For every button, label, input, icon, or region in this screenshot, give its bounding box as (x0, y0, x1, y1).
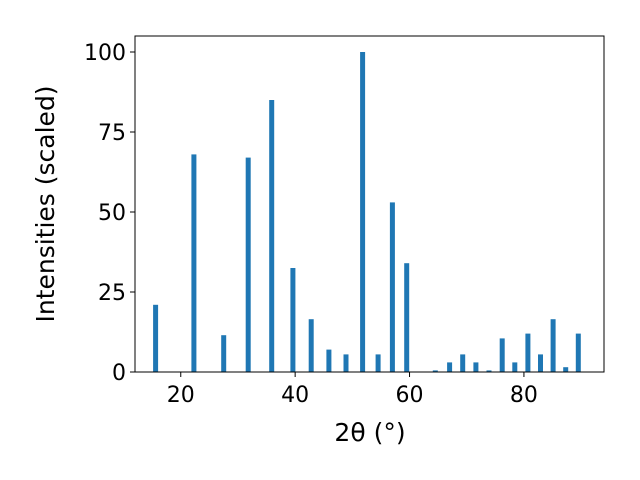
bar (460, 354, 466, 372)
bar (290, 268, 296, 372)
bar (486, 370, 492, 372)
bar (550, 319, 556, 372)
y-axis-label: Intensities (scaled) (31, 85, 60, 322)
plot-area-frame (134, 35, 605, 373)
bar (360, 52, 366, 372)
bar (404, 263, 410, 372)
y-tick-label: 25 (98, 281, 126, 306)
bar (499, 338, 505, 372)
x-tick-label: 40 (281, 383, 309, 408)
y-tick-label: 50 (98, 201, 126, 226)
bar (538, 354, 543, 372)
bar (473, 362, 479, 372)
bars-group (153, 52, 581, 372)
bar (269, 100, 275, 372)
bar (432, 370, 438, 372)
x-tick-label: 60 (396, 383, 424, 408)
bar (512, 362, 518, 372)
bar (343, 354, 349, 372)
bar (221, 335, 227, 372)
bar (563, 367, 569, 372)
y-axis-ticks: 0 25 50 75 100 (84, 41, 135, 386)
bar (389, 202, 395, 372)
y-tick-label: 100 (84, 41, 126, 66)
bar (525, 333, 531, 372)
bar (191, 154, 197, 372)
x-tick-label: 20 (167, 383, 195, 408)
bar (447, 362, 453, 372)
x-axis-ticks: 20 40 60 80 (167, 372, 538, 408)
bar (575, 333, 581, 372)
bar (153, 304, 159, 372)
y-tick-label: 75 (98, 121, 126, 146)
x-axis-label: 2θ (°) (334, 418, 405, 447)
x-tick-label: 80 (510, 383, 538, 408)
bar (326, 349, 332, 372)
bar (308, 319, 314, 372)
y-tick-label: 0 (112, 361, 126, 386)
bar (245, 157, 251, 372)
bar (375, 354, 381, 372)
